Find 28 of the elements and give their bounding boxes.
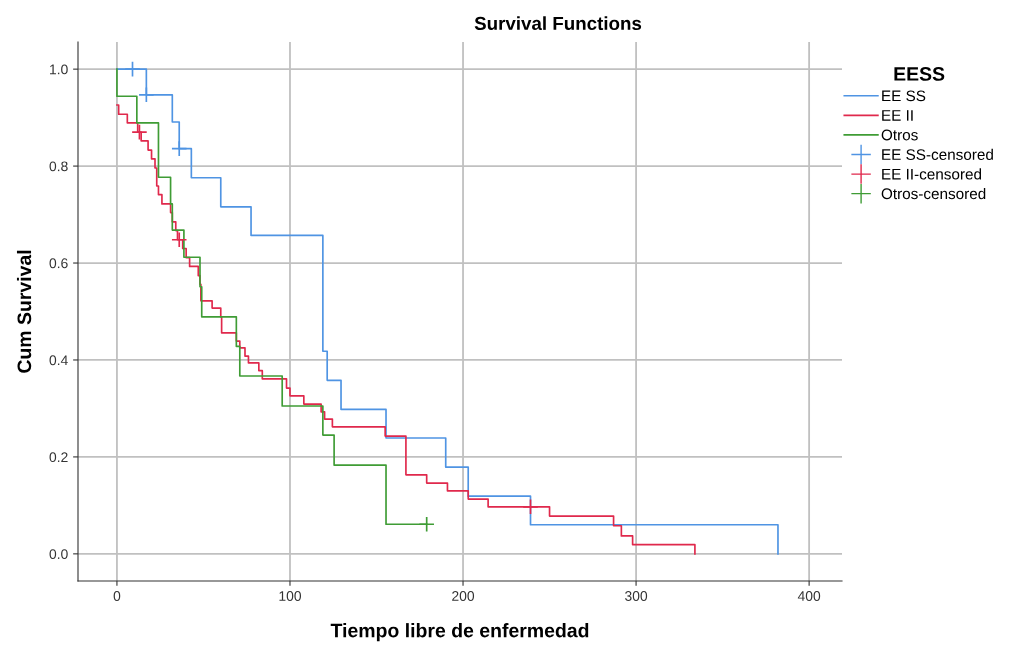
legend-label: Otros — [881, 129, 918, 141]
x-tick-label: 100 — [279, 591, 302, 601]
point — [171, 231, 188, 248]
legend-label: EE SS — [882, 90, 926, 102]
legend-label: EE SS-censored — [882, 148, 993, 160]
legend-title: EESS — [894, 67, 945, 81]
y-tick-label: 0.4 — [49, 355, 68, 366]
x-tick-label: 300 — [625, 591, 648, 601]
x-tick-label: 0 — [113, 591, 121, 601]
y-tick-label: 0.6 — [49, 258, 68, 269]
point — [171, 140, 188, 157]
y-axis-title: Cum Survival — [16, 250, 32, 373]
legend-label: Otros-censored — [881, 187, 986, 200]
y-tick-label: 1.0 — [50, 64, 68, 75]
point — [418, 516, 435, 533]
legend-label: EE II — [882, 110, 913, 121]
chart-title: Survival Functions — [474, 16, 642, 31]
x-tick-label: 200 — [452, 591, 475, 601]
x-tick-label: 400 — [797, 591, 821, 601]
point — [522, 498, 539, 515]
point — [124, 61, 141, 78]
point — [138, 86, 155, 103]
y-tick-label: 0.8 — [49, 161, 68, 172]
y-tick-label: 0.0 — [49, 549, 68, 560]
point — [131, 124, 148, 141]
x-axis-title: Tiempo libre de enfermedad — [330, 623, 589, 642]
y-tick-label: 0.2 — [49, 452, 68, 463]
legend-label: EE II-censored — [882, 168, 982, 180]
